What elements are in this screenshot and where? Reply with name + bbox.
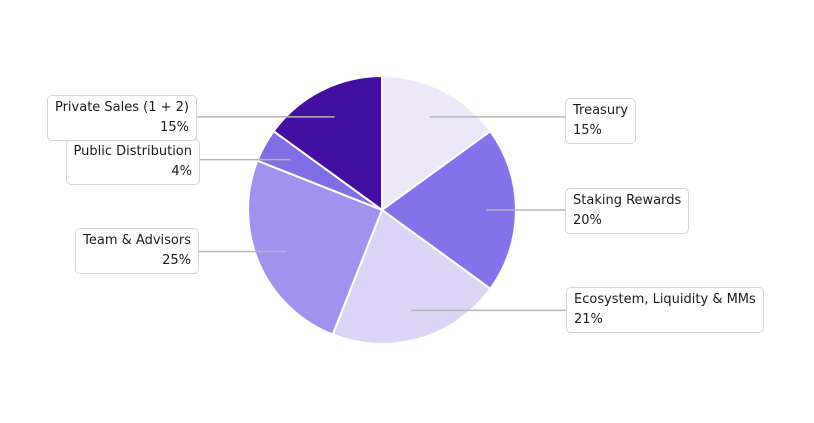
slice-label: Staking Rewards [573, 193, 682, 208]
label-box-ecosystem-liquidity-mms: Ecosystem, Liquidity & MMs 21% [566, 287, 764, 333]
label-box-staking-rewards: Staking Rewards 20% [565, 188, 690, 234]
slice-percent: 25% [162, 253, 191, 268]
slice-label: Treasury [573, 103, 629, 118]
label-box-team-advisors: Team & Advisors 25% [75, 228, 199, 274]
pie-slice-private-sales [272, 75, 383, 211]
pie-slice-team-advisors [247, 159, 383, 336]
slice-label: Public Distribution [73, 144, 192, 159]
slice-percent: 20% [573, 213, 602, 228]
slice-label: Team & Advisors [83, 233, 191, 248]
slice-percent: 21% [574, 312, 603, 327]
label-box-treasury: Treasury 15% [565, 98, 637, 144]
pie-slice-treasury [381, 75, 492, 211]
label-box-public-distribution: Public Distribution 4% [65, 139, 200, 185]
slice-label: Private Sales (1 + 2) [54, 100, 189, 115]
slice-percent: 15% [573, 123, 602, 138]
slice-percent: 15% [160, 120, 189, 135]
slice-label: Ecosystem, Liquidity & MMs [574, 292, 756, 307]
slice-percent: 4% [171, 164, 192, 179]
label-box-private-sales: Private Sales (1 + 2) 15% [46, 95, 197, 141]
